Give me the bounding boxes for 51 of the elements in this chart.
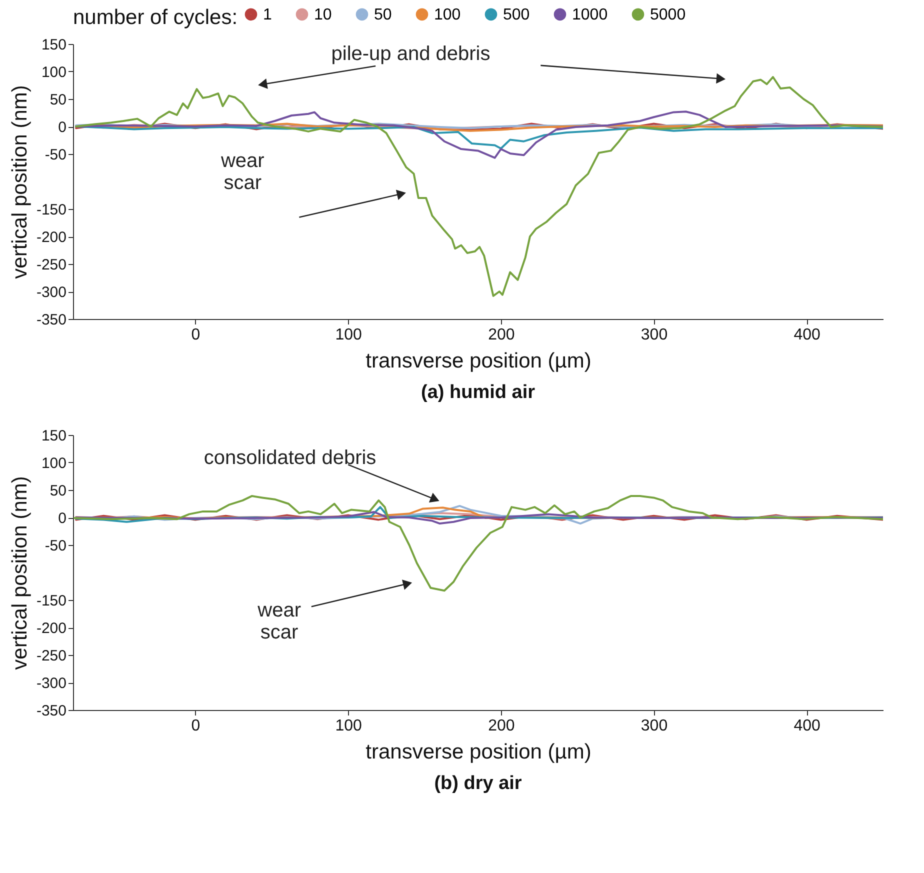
x-tick-label: 200 — [488, 326, 515, 344]
line-series — [74, 495, 883, 592]
legend-label: 1 — [263, 6, 272, 24]
line-series — [75, 511, 883, 525]
y-tick-label: 100 — [41, 64, 66, 81]
y-axis-title: vertical position (nm) — [8, 85, 32, 279]
y-axis-title: vertical position (nm) — [8, 476, 32, 670]
line-series — [75, 76, 883, 297]
y-tick-label: -150 — [36, 592, 66, 610]
y-tick-label: -250 — [36, 648, 66, 664]
y-tick-label: -200 — [36, 229, 66, 246]
y-tick-label: -150 — [36, 202, 66, 218]
y-tick-label: 0 — [58, 510, 66, 527]
y-tick-label: 150 — [41, 36, 66, 54]
annotation: consolidated debris — [204, 447, 376, 470]
x-tick-label: 100 — [335, 718, 362, 734]
y-tick-label: 50 — [50, 92, 66, 108]
x-tick-label: 100 — [335, 326, 362, 344]
y-tick-label: -300 — [36, 284, 66, 301]
legend-label: 100 — [434, 6, 461, 24]
text: (b) dry air — [434, 773, 522, 794]
text: (a) humid air — [420, 382, 536, 403]
x-axis-title: transverse position (µm) — [366, 350, 592, 372]
y-tick-label: -300 — [36, 675, 66, 692]
annotation: wear scar — [220, 150, 265, 194]
legend-label: 10 — [314, 6, 332, 24]
x-tick-label: 300 — [640, 326, 668, 344]
annotation: wear scar — [256, 599, 302, 644]
annotation: pile-up and debris — [331, 42, 490, 65]
legend-label: 5000 — [650, 6, 686, 24]
legend-label: 50 — [374, 6, 392, 24]
y-tick-label: -350 — [36, 312, 66, 328]
x-tick-label: 0 — [191, 326, 200, 344]
y-tick-label: -200 — [36, 620, 66, 637]
x-tick-label: 400 — [794, 326, 821, 344]
legend-label: 1000 — [572, 6, 608, 24]
y-tick-label: 50 — [50, 482, 66, 500]
x-axis-title: transverse position (µm) — [366, 740, 592, 764]
y-tick-label: -250 — [36, 256, 66, 274]
y-tick-label: 0 — [58, 119, 66, 136]
y-tick-label: -350 — [36, 702, 66, 720]
y-tick-label: 100 — [41, 455, 66, 472]
legend-title: number of cycles: — [73, 6, 238, 29]
x-tick-label: 300 — [640, 718, 668, 734]
x-tick-label: 400 — [794, 718, 821, 734]
y-tick-label: 150 — [41, 428, 66, 444]
x-tick-label: 0 — [191, 718, 200, 734]
legend-label: 500 — [503, 6, 530, 24]
y-tick-label: -50 — [44, 146, 66, 164]
y-tick-label: -50 — [44, 538, 66, 554]
x-tick-label: 200 — [488, 718, 515, 734]
